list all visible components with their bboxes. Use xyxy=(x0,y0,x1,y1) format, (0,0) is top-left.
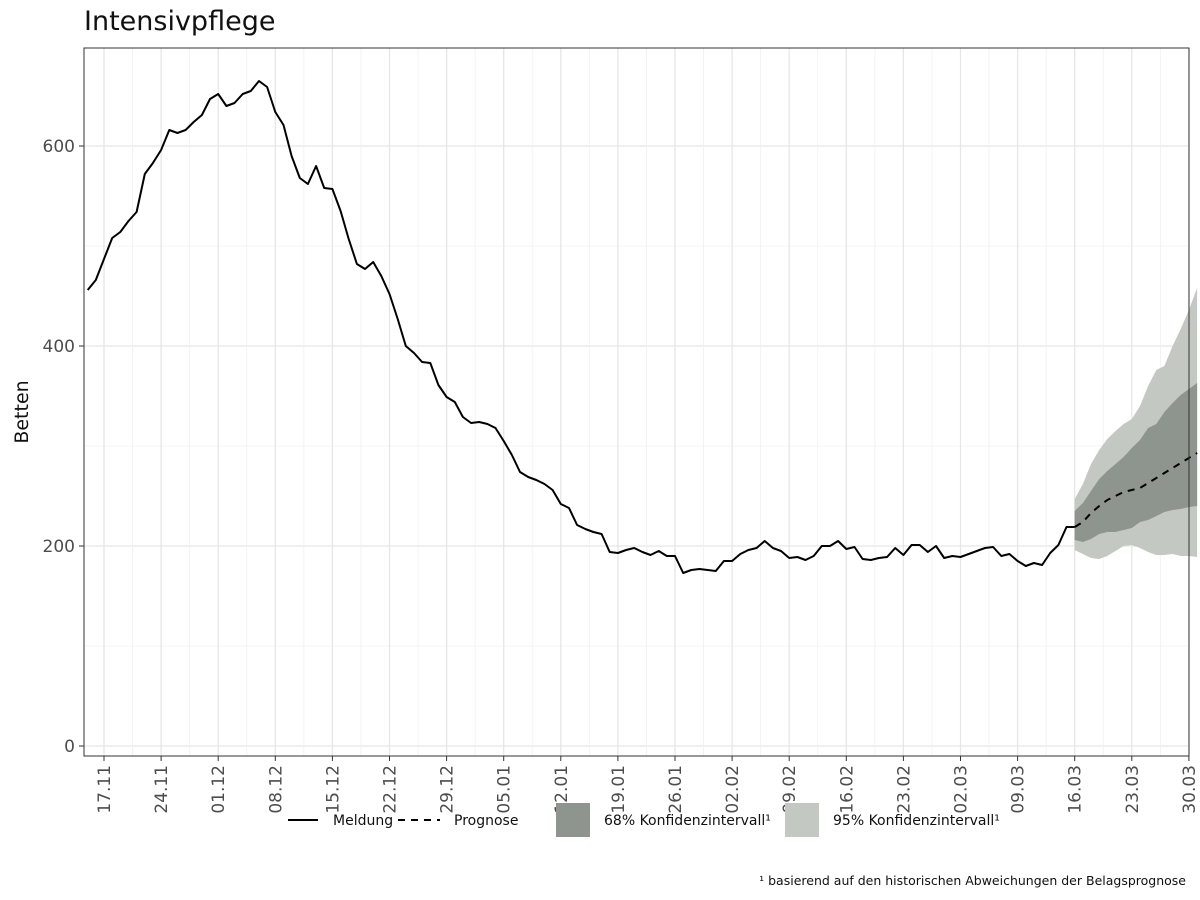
x-tick-label: 16.03 xyxy=(1066,765,1086,814)
series-meldung xyxy=(86,80,1075,574)
legend-item-3: 68% Konfidenzintervall¹ xyxy=(556,803,771,837)
legend-label: 95% Konfidenzintervall¹ xyxy=(833,813,1000,829)
footnote: ¹ basierend auf den historischen Abweich… xyxy=(759,873,1186,888)
panel-border xyxy=(83,47,1190,757)
x-tick-label: 29.12 xyxy=(438,765,458,814)
x-tick-label: 23.03 xyxy=(1123,765,1143,814)
y-tick-label: 600 xyxy=(43,137,75,157)
x-tick-label: 02.02 xyxy=(723,765,743,814)
grid-layer xyxy=(84,48,1190,756)
legend-item-1: Meldung xyxy=(288,813,393,829)
x-tick-label: 01.12 xyxy=(209,765,229,814)
x-axis: 17.11 24.11 01.12 08.12 15.12 22.12 29.12 05.01… xyxy=(95,756,1200,814)
chart-title: Intensivpflege xyxy=(84,6,276,37)
series-prognose xyxy=(1074,452,1198,528)
legend-label: Prognose xyxy=(454,813,518,829)
x-tick-label: 16.02 xyxy=(837,765,857,814)
legend-label: Meldung xyxy=(333,813,393,829)
x-tick-label: 19.01 xyxy=(609,765,629,814)
series-lines xyxy=(86,80,1198,574)
x-tick-label: 08.12 xyxy=(266,765,286,814)
legend: Meldung Prognose 68% Konfidenzintervall¹ 95… xyxy=(288,803,1000,837)
y-tick-label: 400 xyxy=(43,337,75,357)
x-tick-label: 17.11 xyxy=(95,765,115,814)
x-tick-label: 30.03 xyxy=(1180,765,1200,814)
legend-item-2: Prognose xyxy=(398,813,518,829)
x-tick-label: 02.03 xyxy=(952,765,972,814)
y-axis: 0 200 400 600 xyxy=(43,137,84,757)
legend-key-fill xyxy=(785,803,819,837)
confidence-bands xyxy=(1074,288,1198,559)
y-axis-title: Betten xyxy=(11,380,33,443)
x-tick-label: 22.12 xyxy=(381,765,401,814)
x-tick-label: 15.12 xyxy=(323,765,343,814)
x-tick-label: 24.11 xyxy=(152,765,172,814)
x-tick-label: 09.02 xyxy=(780,765,800,814)
y-tick-label: 200 xyxy=(43,537,75,557)
y-tick-label: 0 xyxy=(64,737,75,757)
x-tick-label: 05.01 xyxy=(495,765,515,814)
x-tick-label: 12.01 xyxy=(552,765,572,814)
x-tick-label: 26.01 xyxy=(666,765,686,814)
x-tick-label: 23.02 xyxy=(894,765,914,814)
legend-label: 68% Konfidenzintervall¹ xyxy=(604,813,771,829)
legend-item-4: 95% Konfidenzintervall¹ xyxy=(785,803,1000,837)
x-tick-label: 09.03 xyxy=(1009,765,1029,814)
legend-key-fill xyxy=(556,803,590,837)
